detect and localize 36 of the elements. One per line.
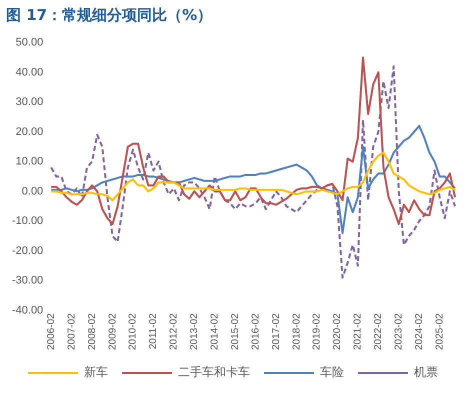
legend-label: 二手车和卡车 xyxy=(178,365,250,380)
chart-title: 图 17：常规细分项同比（%） xyxy=(6,6,214,26)
y-tick-label: -20.00 xyxy=(12,244,44,257)
x-tick-label: 2018-02 xyxy=(291,312,302,350)
y-tick-label: 20.00 xyxy=(16,126,44,138)
y-tick-label: 40.00 xyxy=(16,66,44,78)
legend-label: 机票 xyxy=(414,365,438,380)
x-tick-label: 2006-02 xyxy=(46,312,57,350)
x-tick-label: 2017-02 xyxy=(270,312,282,350)
x-tick-label: 2008-02 xyxy=(86,312,98,350)
x-tick-label: 2025-02 xyxy=(434,312,446,350)
x-tick-label: 2010-02 xyxy=(128,312,139,350)
y-tick-label: -40.00 xyxy=(12,304,44,316)
x-tick-label: 2014-02 xyxy=(210,312,221,350)
x-tick-label: 2023-02 xyxy=(394,312,405,350)
x-tick-label: 2009-02 xyxy=(107,312,118,350)
x-tick-label: 2021-02 xyxy=(352,312,364,350)
x-tick-label: 2015-02 xyxy=(230,312,241,350)
line-series xyxy=(50,65,456,279)
y-tick-label: 0.00 xyxy=(22,185,44,198)
x-tick-label: 2007-02 xyxy=(66,312,78,350)
x-tick-label: 2022-02 xyxy=(373,312,384,350)
y-tick-label: 30.00 xyxy=(16,96,44,108)
legend-label: 新车 xyxy=(84,365,108,380)
x-tick-label: 2024-02 xyxy=(414,312,425,350)
y-tick-label: -10.00 xyxy=(12,215,44,228)
x-tick-label: 2020-02 xyxy=(332,312,344,350)
x-tick-label: 2016-02 xyxy=(250,312,262,350)
x-tick-label: 2013-02 xyxy=(189,312,200,350)
x-tick-label: 2011-02 xyxy=(148,312,160,350)
y-tick-label: 10.00 xyxy=(16,156,44,168)
legend-label: 车险 xyxy=(320,365,344,380)
y-tick-label: 50.00 xyxy=(16,36,44,49)
x-tick-label: 2019-02 xyxy=(312,312,323,350)
y-tick-label: -30.00 xyxy=(12,274,44,287)
x-tick-label: 2012-02 xyxy=(168,312,180,350)
